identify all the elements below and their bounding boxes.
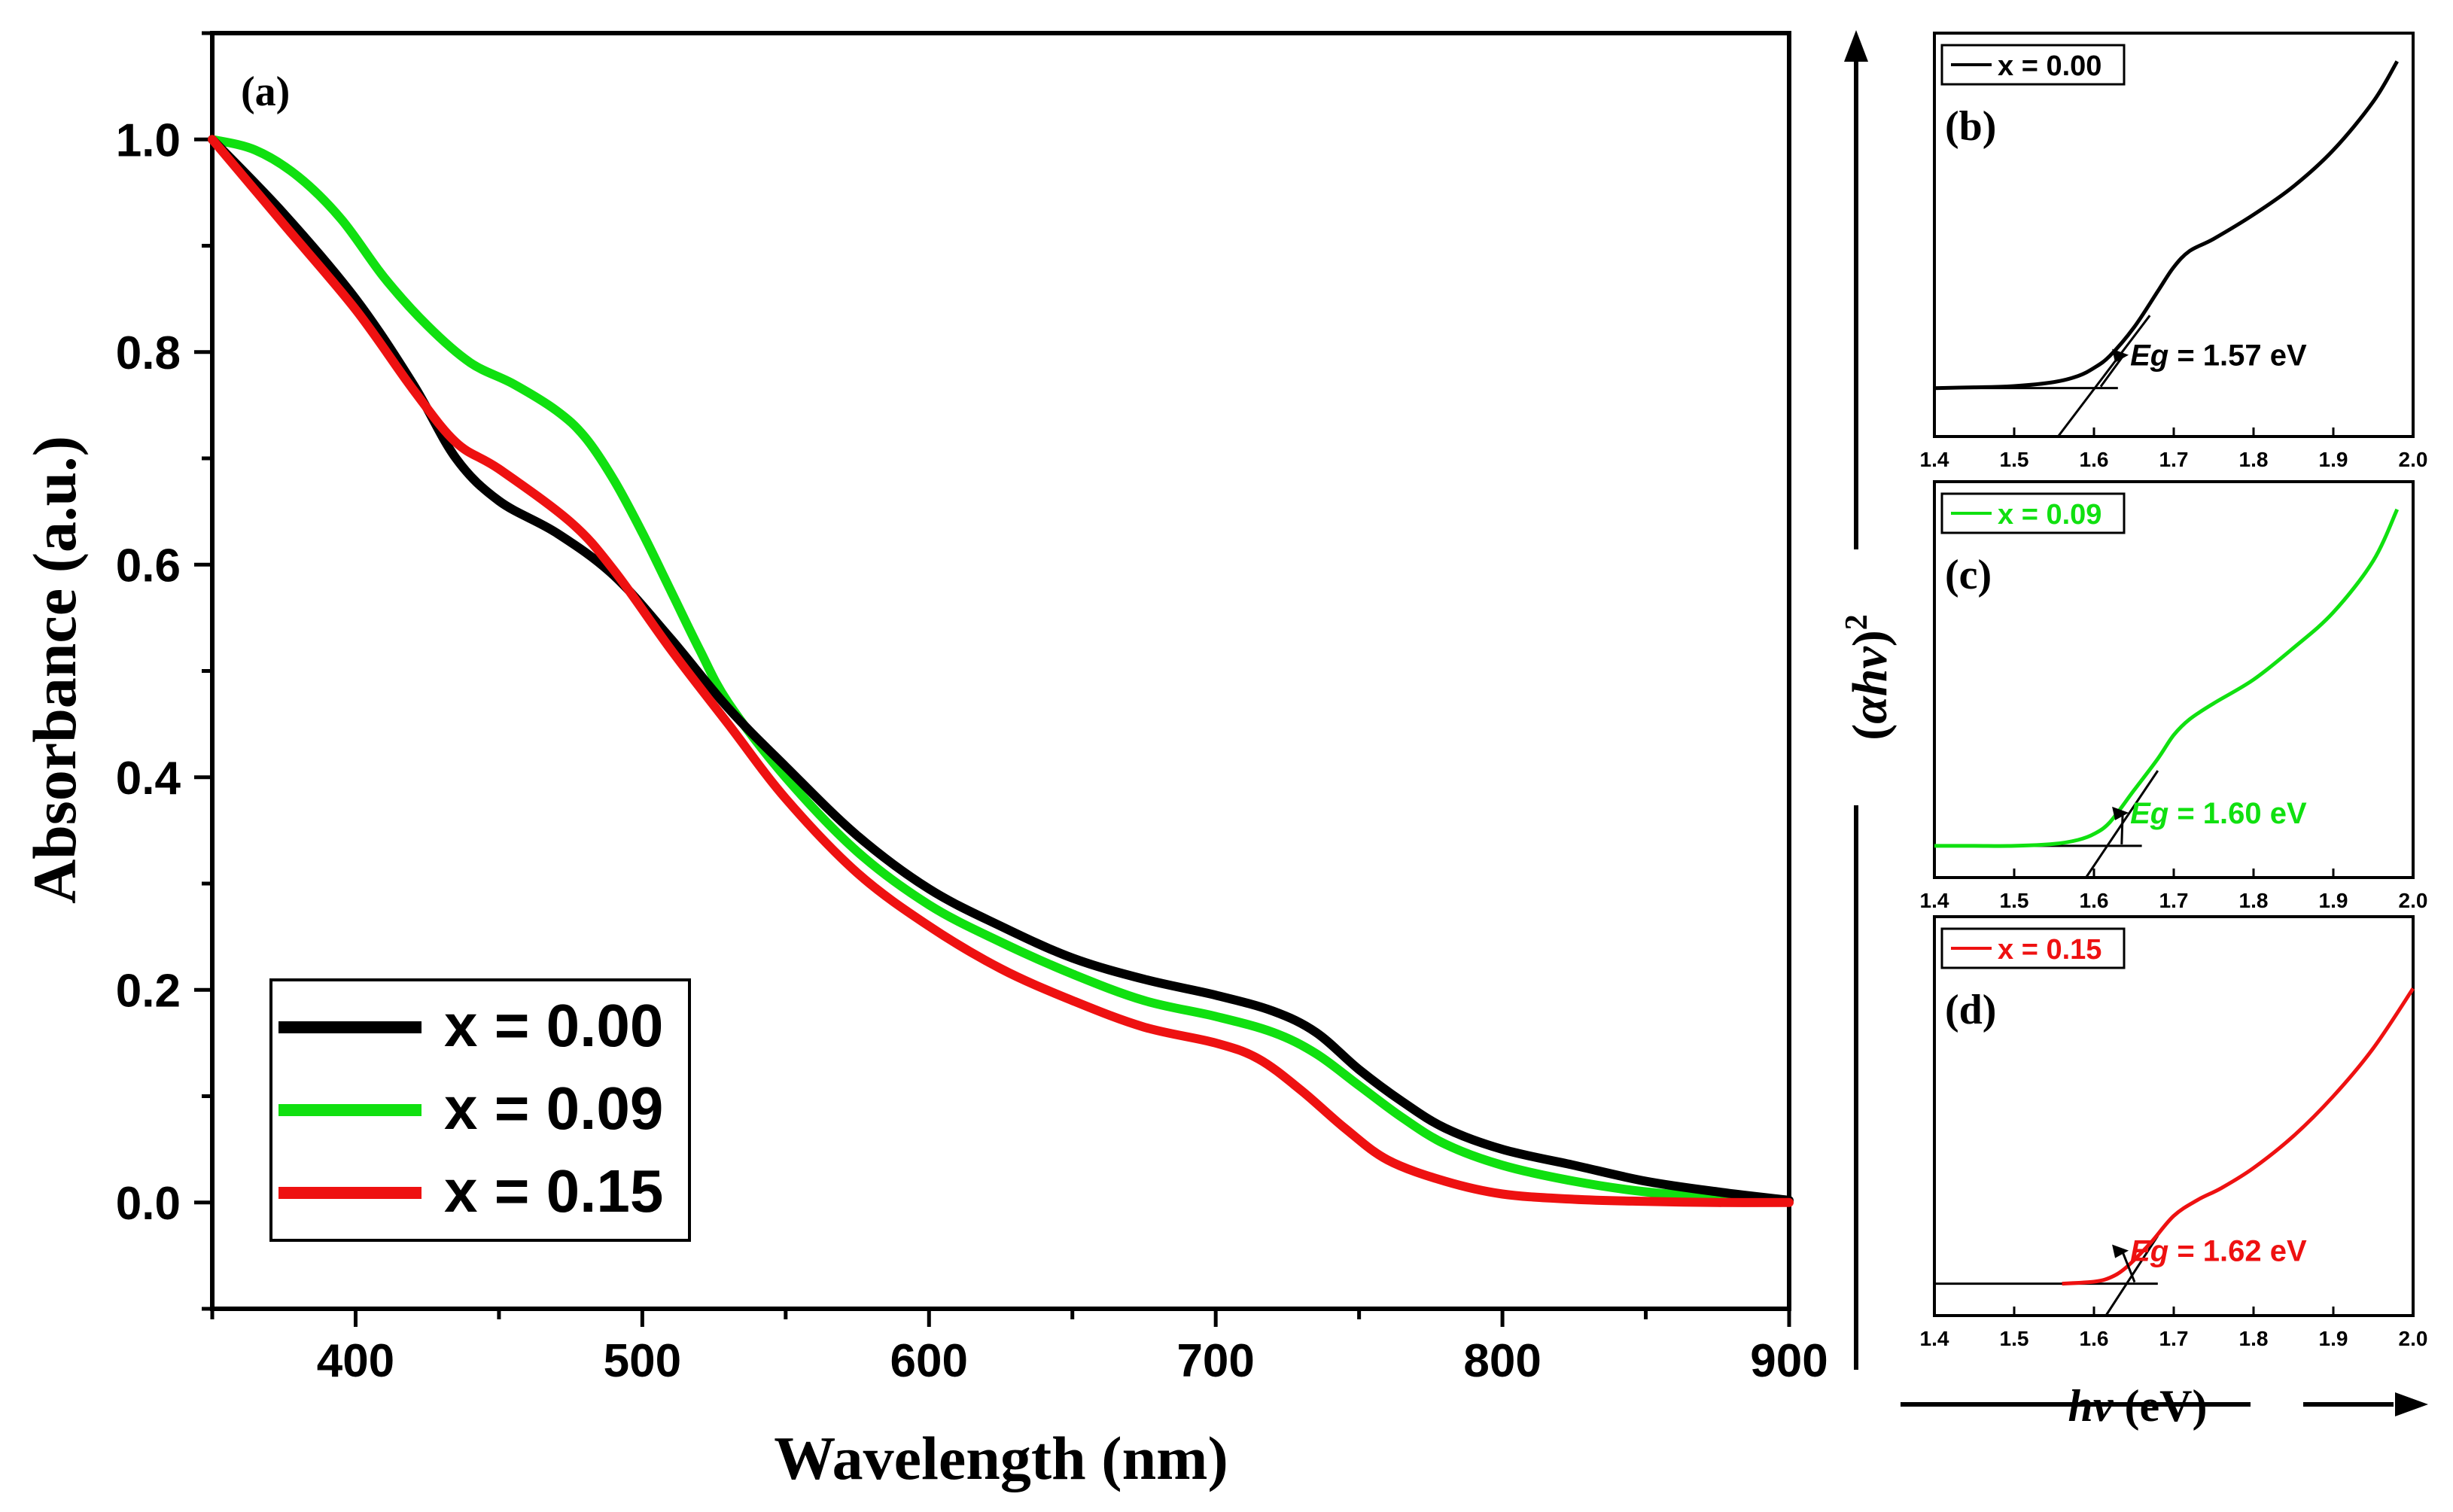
shared-y-axis: (αhν)2 [1840, 30, 1898, 1370]
eg-arrow-line-b [2099, 355, 2124, 388]
x-tick-label: 400 [317, 1335, 394, 1387]
eg-arrow-line-d [2121, 1252, 2136, 1283]
y-axis-title: Absorbance (a.u.) [20, 436, 89, 904]
inset-x-tick-label: 1.4 [1920, 889, 1949, 912]
inset-x-tick-label: 1.5 [2000, 889, 2029, 912]
inset-x-tick-label: 1.8 [2239, 1327, 2269, 1350]
inset-x-tick-label: 1.6 [2080, 1327, 2109, 1350]
panel-label-b: (b) [1945, 103, 1996, 150]
x-axis-title: Wavelength (nm) [774, 1424, 1228, 1492]
panel-label-c: (c) [1945, 552, 1992, 598]
inset-x-tick-label: 2.0 [2399, 448, 2428, 471]
main-series [208, 135, 1794, 1207]
x-tick-label: 800 [1463, 1335, 1541, 1387]
eg-annotation-c: Eg = 1.60 eV [2130, 797, 2307, 830]
eg-arrowhead-d [2112, 1244, 2129, 1258]
inset-x-tick-label: 1.4 [1920, 448, 1949, 471]
inset-curve-d [2062, 987, 2415, 1286]
x-tick-label: 500 [604, 1335, 681, 1387]
y-tick-label: 0.6 [116, 540, 181, 592]
inset-panel-c: 1.4 1.5 1.6 1.7 1.8 1.9 2.0 x = 0.09(c) Eg = 1.6… [1920, 480, 2428, 912]
inset-curve-b [1934, 60, 2399, 391]
eg-symbol-c: Eg [2130, 797, 2168, 830]
eg-symbol-b: Eg [2130, 339, 2168, 373]
y-tick-label: 0.2 [116, 965, 181, 1017]
inset-x-tick-label: 1.7 [2159, 448, 2189, 471]
inset-x-tick-label: 1.9 [2319, 1327, 2348, 1350]
y-tick-label: 0.0 [116, 1178, 181, 1230]
main-panel: (a) 400 500 600 700 800 900 0.0 0.2 0.4 0.6 0.8 1.0… [20, 31, 1828, 1492]
legend-label-x015: x = 0.15 [444, 1158, 663, 1225]
inset-x-tick-label: 1.9 [2319, 889, 2348, 912]
y-tick-label: 1.0 [116, 114, 181, 166]
inset-x-tick-label: 1.7 [2159, 1327, 2189, 1350]
y-tick-label: 0.4 [116, 753, 181, 805]
inset-x-tick-label: 1.6 [2080, 448, 2109, 471]
y-tick-label: 0.8 [116, 327, 181, 379]
inset-curve-c [1934, 508, 2400, 848]
eg-arrowhead-c [2112, 806, 2129, 820]
inset-panel-d: 1.4 1.5 1.6 1.7 1.8 1.9 2.0 x = 0.15(d) Eg = 1.6… [1920, 915, 2428, 1350]
series-line-009 [208, 135, 1794, 1206]
inset-x-tick-label: 2.0 [2399, 1327, 2428, 1350]
eg-symbol-d: Eg [2130, 1235, 2168, 1268]
shared-x-title: hν (eV) [2068, 1381, 2208, 1431]
panel-label-d: (d) [1945, 987, 1996, 1033]
shared-y-title: (αhν)2 [1840, 614, 1898, 740]
shared-x-axis: hν (eV) [1901, 1381, 2428, 1431]
inset-legend-label-d: x = 0.15 [1998, 934, 2101, 966]
inset-x-tick-label: 1.9 [2319, 448, 2348, 471]
inset-panel-b: 1.4 1.5 1.6 1.7 1.8 1.9 2.0 x = 0.00(b) Eg = 1.5… [1920, 32, 2428, 471]
x-tick-label: 700 [1176, 1335, 1254, 1387]
x-tick-label: 600 [890, 1335, 968, 1387]
eg-value-b: = 1.57 eV [2168, 339, 2307, 373]
eg-arrowhead-b [2112, 348, 2129, 363]
inset-x-tick-label: 1.8 [2239, 889, 2269, 912]
shared-x-arrowhead [2395, 1392, 2428, 1416]
inset-legend-label-c: x = 0.09 [1998, 499, 2101, 531]
series-line-000 [208, 135, 1794, 1205]
inset-x-tick-label: 1.6 [2080, 889, 2109, 912]
legend-label-x009: x = 0.09 [444, 1075, 663, 1142]
legend-label-x000: x = 0.00 [444, 992, 663, 1059]
panel-label-a: (a) [241, 68, 290, 115]
shared-y-arrowhead [1844, 30, 1868, 62]
tangent-line-b [2057, 315, 2151, 437]
inset-x-tick-label: 1.5 [2000, 448, 2029, 471]
eg-value-c: = 1.60 eV [2168, 797, 2307, 830]
eg-annotation-d: Eg = 1.62 eV [2130, 1235, 2307, 1268]
inset-x-tick-label: 1.8 [2239, 448, 2269, 471]
eg-arrow-line-c [2120, 814, 2124, 844]
inset-x-tick-label: 1.7 [2159, 889, 2189, 912]
inset-x-tick-label: 2.0 [2399, 889, 2428, 912]
main-legend: x = 0.00 x = 0.09 x = 0.15 [269, 978, 691, 1242]
eg-annotation-b: Eg = 1.57 eV [2130, 339, 2307, 373]
eg-value-d: = 1.62 eV [2168, 1235, 2307, 1268]
x-tick-label: 900 [1750, 1335, 1828, 1387]
series-line-015 [208, 135, 1794, 1207]
inset-x-tick-label: 1.5 [2000, 1327, 2029, 1350]
inset-legend-label-b: x = 0.00 [1998, 50, 2101, 82]
main-ticks: 400 500 600 700 800 900 0.0 0.2 0.4 0.6 0.8 1.0 [116, 31, 1828, 1387]
inset-x-tick-label: 1.4 [1920, 1327, 1949, 1350]
